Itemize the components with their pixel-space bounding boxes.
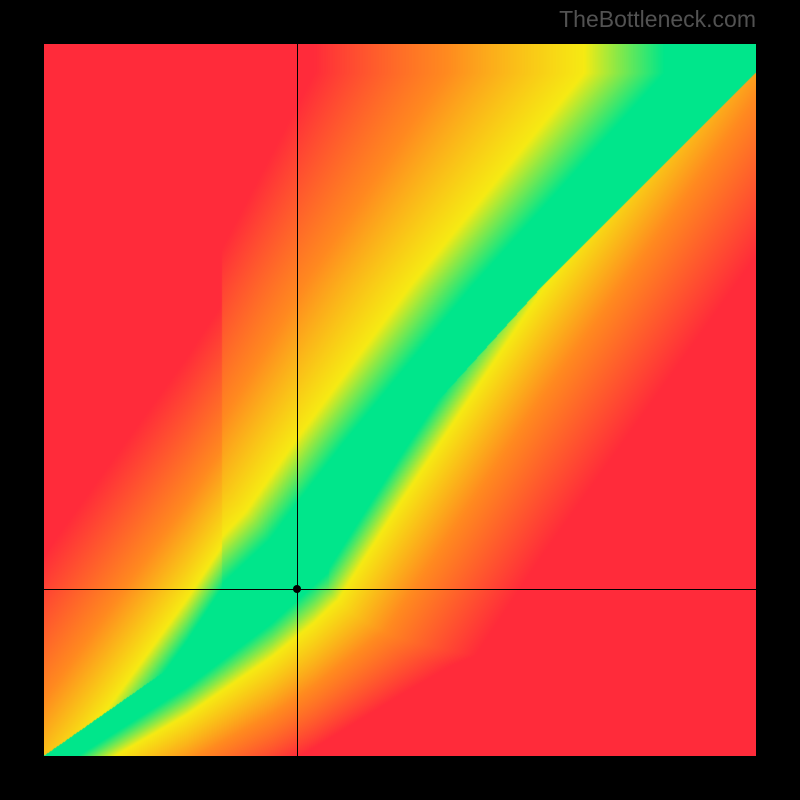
crosshair-vertical bbox=[297, 44, 298, 756]
crosshair-marker bbox=[293, 585, 301, 593]
crosshair-horizontal bbox=[44, 589, 756, 590]
bottleneck-heatmap bbox=[44, 44, 756, 756]
watermark-text: TheBottleneck.com bbox=[559, 6, 756, 33]
